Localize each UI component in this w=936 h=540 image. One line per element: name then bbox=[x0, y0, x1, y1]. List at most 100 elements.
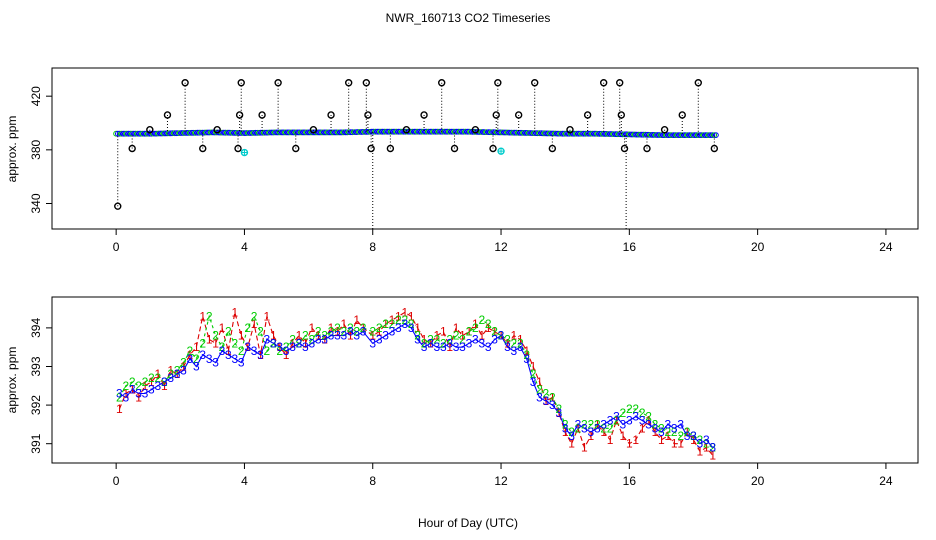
series-1-marker: 1 bbox=[257, 348, 264, 362]
series-3-marker: 3 bbox=[206, 352, 213, 366]
series-2-marker: 2 bbox=[264, 344, 271, 358]
series-2-marker: 2 bbox=[219, 340, 226, 354]
baseline-point bbox=[665, 132, 672, 139]
baseline-point bbox=[182, 130, 188, 136]
baseline-point bbox=[492, 129, 499, 136]
series-3-marker: 3 bbox=[613, 410, 620, 424]
baseline-point bbox=[272, 129, 278, 136]
baseline-point bbox=[559, 130, 566, 137]
series-2-marker: 2 bbox=[142, 375, 149, 389]
series-2-marker: 2 bbox=[459, 333, 466, 347]
series-2-marker: 2 bbox=[703, 437, 710, 451]
series-3-marker: 3 bbox=[677, 417, 684, 431]
panel-bottom-x-tick-label: 16 bbox=[623, 474, 637, 488]
series-3-marker: 3 bbox=[658, 425, 665, 439]
baseline-point bbox=[556, 130, 562, 137]
baseline-point bbox=[552, 130, 559, 137]
series-1-marker: 1 bbox=[167, 363, 174, 377]
series-1-marker: 1 bbox=[690, 433, 697, 447]
series-2-marker: 2 bbox=[283, 340, 290, 354]
series-1-marker: 1 bbox=[389, 313, 396, 327]
baseline-point bbox=[169, 130, 176, 137]
series-3-marker: 3 bbox=[466, 336, 473, 350]
baseline-point bbox=[298, 129, 305, 136]
series-1-marker: 1 bbox=[270, 329, 277, 343]
baseline-point bbox=[302, 129, 308, 136]
series-1-marker: 1 bbox=[536, 375, 543, 389]
series-2-marker: 2 bbox=[446, 333, 453, 347]
outlier-point bbox=[710, 144, 719, 153]
baseline-point bbox=[321, 129, 328, 136]
series-1-marker: 1 bbox=[684, 425, 691, 439]
series-3-marker: 3 bbox=[684, 429, 691, 443]
baseline-point bbox=[563, 130, 569, 137]
panel-bottom-y-tick-label: 392 bbox=[29, 395, 43, 415]
baseline-point bbox=[501, 129, 508, 136]
series-3-marker: 3 bbox=[491, 333, 498, 347]
baseline-point bbox=[243, 130, 250, 136]
series-2-marker: 2 bbox=[485, 317, 492, 331]
outlier-point bbox=[548, 144, 557, 153]
series-3-marker: 3 bbox=[148, 383, 155, 397]
series-1-marker: 1 bbox=[174, 367, 181, 381]
series-2-marker: 2 bbox=[135, 379, 142, 393]
series-2-marker: 2 bbox=[251, 309, 258, 323]
series-2-marker: 2 bbox=[536, 383, 543, 397]
panel-top-x-tick-label: 16 bbox=[623, 240, 637, 254]
baseline-point bbox=[344, 129, 351, 136]
outlier-point bbox=[386, 144, 395, 153]
panel-bottom-y-label: approx. ppm bbox=[5, 347, 19, 414]
series-3-marker: 3 bbox=[671, 421, 678, 435]
series-2-marker: 2 bbox=[427, 333, 434, 347]
baseline-point bbox=[683, 132, 689, 139]
baseline-point bbox=[711, 132, 718, 139]
series-3-marker: 3 bbox=[664, 417, 671, 431]
series-1-marker: 1 bbox=[341, 317, 348, 331]
baseline-point bbox=[702, 132, 709, 139]
series-2-marker: 2 bbox=[652, 417, 659, 431]
baseline-point bbox=[122, 130, 128, 137]
baseline-point bbox=[591, 130, 598, 137]
series-1-marker: 1 bbox=[568, 437, 575, 451]
series-3-marker: 3 bbox=[238, 356, 245, 370]
series-2-marker: 2 bbox=[709, 441, 716, 455]
series-2-marker: 2 bbox=[555, 402, 562, 416]
series-1-marker: 1 bbox=[594, 417, 601, 431]
series-2-marker: 2 bbox=[658, 421, 665, 435]
series-3-marker: 3 bbox=[562, 421, 569, 435]
outlier-point bbox=[292, 144, 300, 153]
baseline-point bbox=[123, 130, 130, 137]
baseline-point bbox=[554, 130, 561, 137]
baseline-point bbox=[672, 132, 679, 139]
baseline-point bbox=[700, 132, 707, 139]
flag-star bbox=[498, 148, 505, 155]
series-1-marker: 1 bbox=[283, 348, 290, 362]
series-3-marker: 3 bbox=[321, 333, 328, 347]
series-3-marker: 3 bbox=[459, 340, 466, 354]
outlier-point bbox=[694, 79, 702, 87]
panel-top-y-tick-label: 420 bbox=[29, 86, 43, 106]
series-3-marker: 3 bbox=[587, 425, 594, 439]
outlier-point bbox=[489, 144, 497, 153]
series-2-marker: 2 bbox=[587, 417, 594, 431]
series-2-marker: 2 bbox=[167, 367, 174, 381]
series-1-line bbox=[118, 311, 714, 456]
baseline-point bbox=[444, 128, 451, 135]
baseline-point bbox=[194, 129, 201, 136]
series-3-marker: 3 bbox=[421, 340, 428, 354]
series-2-marker: 2 bbox=[180, 356, 187, 370]
baseline-point bbox=[640, 131, 647, 138]
series-1-marker: 1 bbox=[401, 305, 408, 319]
panel-top-y-axis: 340 380 420 bbox=[29, 86, 52, 214]
outlier-point bbox=[364, 111, 372, 119]
baseline-point bbox=[600, 131, 606, 137]
baseline-point bbox=[688, 132, 695, 139]
baseline-point bbox=[543, 130, 550, 137]
baseline-point bbox=[545, 130, 552, 137]
series-2-marker: 2 bbox=[414, 329, 421, 343]
series-1-marker: 1 bbox=[129, 383, 136, 397]
series-3-marker: 3 bbox=[568, 429, 575, 443]
series-1-marker: 1 bbox=[498, 329, 505, 343]
series-3-marker: 3 bbox=[199, 348, 206, 362]
